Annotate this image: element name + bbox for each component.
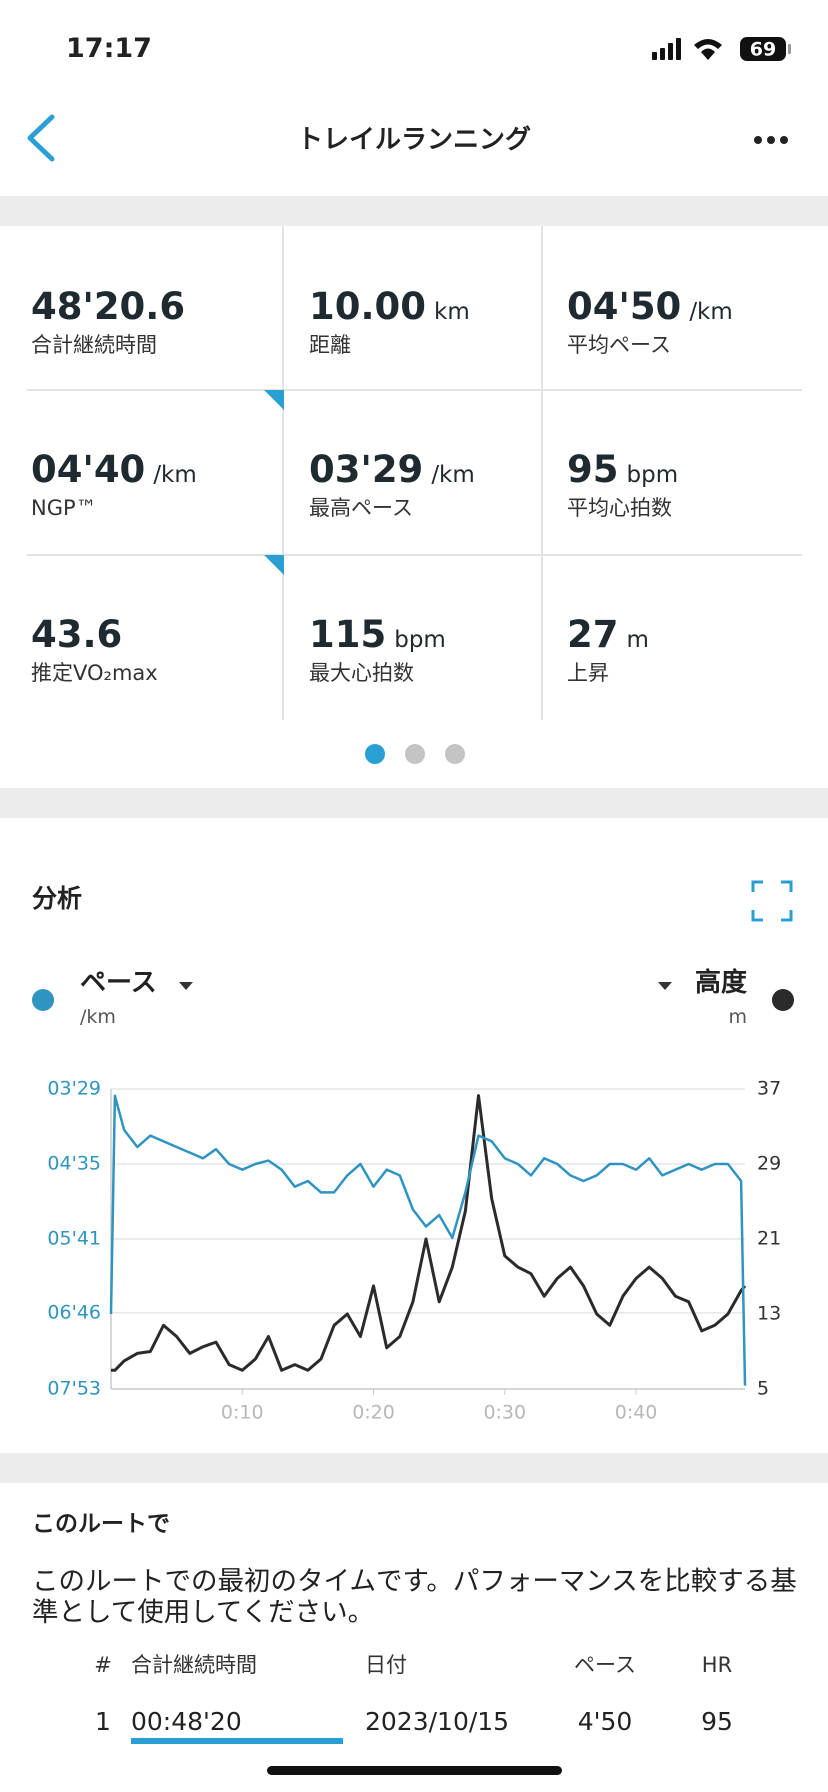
stat-label: 平均ペース [567,333,671,357]
legend-unit: /km [80,1006,116,1028]
header-title: トレイルランニング [296,125,531,155]
status-time: 17:17 [66,33,152,64]
status-icons: 69 [652,37,791,61]
dropdown-arrow[interactable] [658,982,672,990]
legend-name[interactable]: 高度 [694,968,747,998]
y2-tick-label: 13 [757,1303,781,1325]
underline [131,1738,343,1744]
stats-grid-lines [27,226,802,720]
y2-tick-label: 37 [757,1078,781,1100]
x-tick-label: 0:10 [221,1402,264,1424]
chart-legend [32,982,794,1011]
stat-unit: /km [431,462,475,488]
table-cell: 95 [701,1707,733,1736]
route-text: このルートでの最初のタイムです。パフォーマンスを比較する基準として使用してくださ… [32,1566,797,1628]
battery-level: 69 [750,39,776,61]
table-cell: ペース [574,1653,636,1677]
table-cell: 合計継続時間 [131,1653,257,1677]
stat-label: 推定VO₂max [31,661,158,685]
y2-tick-label: 29 [757,1153,781,1175]
table-cell: 2023/10/15 [365,1707,510,1736]
legend-unit: m [728,1006,747,1028]
y-tick-label: 03'29 [47,1078,101,1100]
separator [0,196,828,226]
stat-value: 04'40/km [31,448,197,491]
table-cell: # [94,1653,112,1677]
stat-unit: bpm [394,627,446,653]
stat-label: 上昇 [567,661,609,685]
table-cell: 日付 [365,1653,407,1677]
stat-value: 03'29/km [309,448,475,491]
table-cell: 00:48'20 [131,1707,242,1736]
y-tick-label: 05'41 [47,1228,101,1250]
chart: 03'29 04'35 05'41 06'46 07'53 5 13 21 29 37 0:10 0:… [47,1078,781,1424]
stat-unit: /km [689,299,733,325]
y-tick-label: 07'53 [47,1378,101,1400]
y2-tick-label: 21 [757,1228,781,1250]
stat-value: 43.6 [31,613,123,656]
table-cell: 4'50 [577,1707,633,1736]
separator [0,1453,828,1483]
home-indicator [267,1766,562,1775]
stat-value: 95 bpm [567,448,679,491]
stat-unit: m [626,627,649,653]
series-line [111,1094,747,1372]
back-button[interactable] [22,113,62,163]
section-title: このルートで [32,1511,170,1537]
stat-label: 平均心拍数 [567,496,672,520]
expand-button[interactable] [751,880,793,922]
x-tick-label: 0:40 [615,1402,658,1424]
legend-name[interactable]: ペース [80,968,157,998]
stat-unit: bpm [626,462,679,488]
stat-label: 合計継続時間 [31,333,157,357]
section-title: 分析 [32,884,83,913]
page-dots[interactable] [355,742,475,766]
stat-label: NGP™ [31,496,97,520]
dropdown-arrow[interactable] [179,982,193,990]
table-cell: 1 [95,1707,111,1736]
x-tick-label: 0:20 [352,1402,395,1424]
separator [0,788,828,818]
stat-value: 10.00 km [309,285,470,328]
stat-label: 距離 [309,333,351,357]
stat-value: 115 bpm [309,613,446,656]
stat-unit: km [434,299,470,325]
legend-swatch [32,989,54,1011]
legend-swatch [772,989,794,1011]
stat-value: 48'20.6 [31,285,186,328]
more-button[interactable] [752,130,792,150]
stat-value: 04'50/km [567,285,733,328]
stat-label: 最高ペース [309,496,413,520]
stat-label: 最大心拍数 [309,661,414,685]
y2-tick-label: 5 [757,1378,769,1400]
y-tick-label: 06'46 [47,1301,101,1323]
x-tick-label: 0:30 [483,1402,526,1424]
stat-value: 27 m [567,613,649,656]
table-cell: HR [701,1653,733,1677]
series-line [109,1094,747,1386]
stat-unit: /km [153,462,197,488]
y-tick-label: 04'35 [47,1153,101,1175]
